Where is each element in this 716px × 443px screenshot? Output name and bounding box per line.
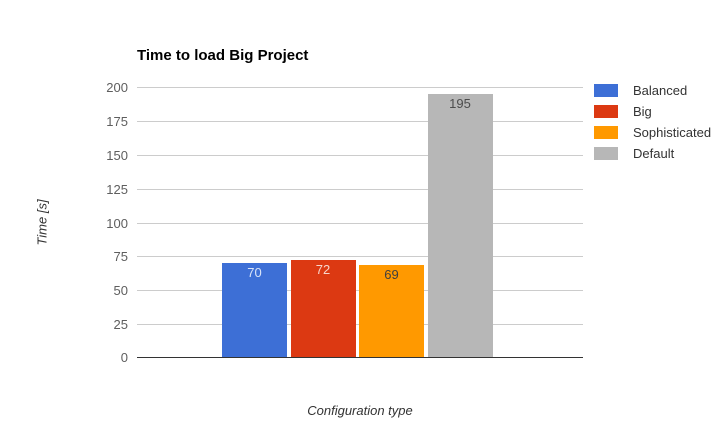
bar-balanced: 70 [222, 263, 287, 358]
bar-value-label-sophisticated: 69 [384, 267, 399, 282]
legend-item-balanced: Balanced [594, 84, 711, 97]
legend-item-default: Default [594, 147, 711, 160]
legend-swatch-balanced [594, 84, 618, 97]
bar-sophisticated: 69 [359, 265, 424, 358]
gridline-150 [137, 155, 583, 156]
plot-area: 70 72 69 195 [137, 87, 583, 358]
gridline-200 [137, 87, 583, 88]
bar-value-label-default: 195 [449, 96, 471, 111]
legend: Balanced Big Sophisticated Default [594, 84, 711, 168]
legend-item-label: Big [633, 104, 652, 119]
y-tick-label-50: 50 [113, 283, 128, 298]
bar-big: 72 [290, 260, 356, 358]
y-tick-label-200: 200 [106, 80, 128, 95]
gridline-100 [137, 223, 583, 224]
bar-value-label-balanced: 70 [247, 265, 262, 280]
legend-item-label: Sophisticated [633, 125, 712, 140]
gridline-75 [137, 256, 583, 257]
bar-value-label-big: 72 [315, 262, 331, 277]
y-axis-tick-labels: 0 25 50 75 100 125 150 175 200 [0, 81, 128, 364]
y-tick-label-25: 25 [113, 317, 128, 332]
bar-default: 195 [427, 94, 493, 358]
y-tick-label-125: 125 [106, 182, 128, 197]
y-tick-label-175: 175 [106, 114, 128, 129]
y-tick-label-100: 100 [106, 216, 128, 231]
legend-item-sophisticated: Sophisticated [594, 126, 711, 139]
y-tick-label-75: 75 [113, 249, 128, 264]
gridline-125 [137, 189, 583, 190]
chart-title: Time to load Big Project [137, 47, 309, 64]
x-axis-title: Configuration type [307, 403, 413, 418]
legend-swatch-sophisticated [594, 126, 618, 139]
legend-swatch-big [594, 105, 618, 118]
y-tick-label-0: 0 [120, 350, 128, 365]
gridline-175 [137, 121, 583, 122]
legend-item-big: Big [594, 105, 711, 118]
legend-swatch-default [594, 147, 618, 160]
legend-item-label: Default [633, 146, 675, 161]
x-axis-line [137, 357, 583, 358]
legend-item-label: Balanced [633, 83, 688, 98]
y-tick-label-150: 150 [106, 148, 128, 163]
